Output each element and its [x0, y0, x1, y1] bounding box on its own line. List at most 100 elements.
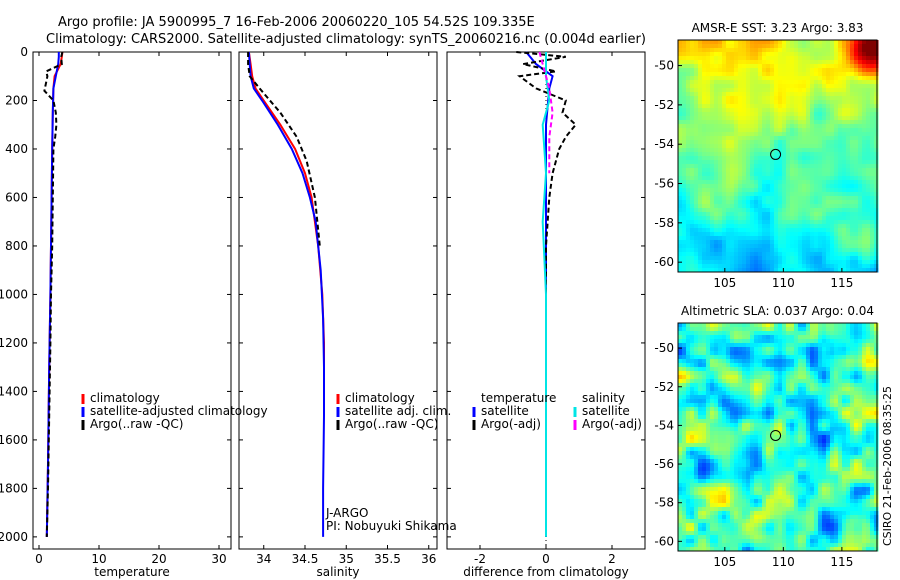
sst_map-heatmap-cell: [702, 212, 707, 217]
sla_map-heatmap-cell: [706, 419, 711, 424]
sst_map-heatmap-cell: [730, 208, 735, 213]
sst_map-heatmap-cell: [762, 204, 767, 209]
sst_map-heatmap-cell: [762, 128, 767, 133]
sla_map-heatmap-cell: [678, 359, 683, 364]
sla_map-heatmap-cell: [690, 491, 695, 496]
sla_map-heatmap-cell: [750, 395, 755, 400]
sst_map-heatmap-cell: [714, 68, 719, 73]
sla_map-heatmap-cell: [774, 371, 779, 376]
sst_map-heatmap-cell: [842, 224, 847, 229]
sst_map-heatmap-cell: [862, 128, 867, 133]
sst_map-heatmap-cell: [794, 144, 799, 149]
sla_map-heatmap-cell: [718, 419, 723, 424]
sla_map-heatmap-cell: [710, 343, 715, 348]
sst_map-heatmap-cell: [798, 88, 803, 93]
sst_map-heatmap-cell: [850, 144, 855, 149]
sst_map-heatmap-cell: [718, 212, 723, 217]
sst_map-heatmap-cell: [822, 204, 827, 209]
sst_map-ytick-label: -50: [654, 59, 674, 73]
sst_map-heatmap-cell: [842, 104, 847, 109]
sla_map-heatmap-cell: [782, 327, 787, 332]
sst_map-heatmap-cell: [722, 176, 727, 181]
sst_map-heatmap-cell: [730, 168, 735, 173]
sla_map-heatmap-cell: [794, 323, 799, 328]
sst_map-heatmap-cell: [758, 136, 763, 141]
sla_map-heatmap-cell: [742, 391, 747, 396]
sla_map-heatmap-cell: [766, 495, 771, 500]
sst_map-heatmap-cell: [826, 44, 831, 49]
sst_map-heatmap-cell: [822, 116, 827, 121]
sla_map-heatmap-cell: [770, 455, 775, 460]
sla_map-heatmap-cell: [762, 447, 767, 452]
sst_map-heatmap-cell: [842, 144, 847, 149]
sla_map-heatmap-cell: [802, 471, 807, 476]
sst_map-heatmap-cell: [798, 136, 803, 141]
sst_map-heatmap-cell: [754, 72, 759, 77]
sst_map-heatmap-cell: [766, 140, 771, 145]
sst_map-heatmap-cell: [738, 92, 743, 97]
sst_map-heatmap-cell: [694, 96, 699, 101]
sst_map-heatmap-cell: [794, 244, 799, 249]
sla_map-heatmap-cell: [738, 379, 743, 384]
sst_map-heatmap-cell: [874, 252, 879, 257]
sst_map-heatmap-cell: [822, 84, 827, 89]
sst_map-heatmap-cell: [854, 224, 859, 229]
sst_map-heatmap-cell: [758, 268, 763, 273]
sla_map-heatmap-cell: [790, 503, 795, 508]
sla_map-heatmap-cell: [802, 519, 807, 524]
sla_map-heatmap-cell: [782, 363, 787, 368]
sst_map-heatmap-cell: [758, 88, 763, 93]
sst_map-heatmap-cell: [714, 116, 719, 121]
sst_map-heatmap-cell: [798, 224, 803, 229]
sst_map-heatmap-cell: [730, 76, 735, 81]
sst_map-heatmap-cell: [682, 172, 687, 177]
sla_map-heatmap-cell: [686, 499, 691, 504]
sla_map-heatmap-cell: [746, 363, 751, 368]
sst_map-heatmap-cell: [734, 68, 739, 73]
sla_map-heatmap-cell: [794, 487, 799, 492]
sst_map-heatmap-cell: [702, 116, 707, 121]
sla_map-heatmap-cell: [730, 483, 735, 488]
sla_map-heatmap-cell: [806, 495, 811, 500]
sst_map-heatmap-cell: [870, 232, 875, 237]
sst_map-heatmap-cell: [730, 92, 735, 97]
sla_map-heatmap-cell: [786, 383, 791, 388]
sst_map-heatmap-cell: [698, 240, 703, 245]
sst_map-heatmap-cell: [786, 128, 791, 133]
sla_map-heatmap-cell: [730, 503, 735, 508]
sst_map-heatmap-cell: [698, 208, 703, 213]
sst_map-heatmap-cell: [738, 180, 743, 185]
sst_map-heatmap-cell: [682, 152, 687, 157]
sst_map-heatmap-cell: [742, 44, 747, 49]
sla_map-heatmap-cell: [758, 419, 763, 424]
sla_map-heatmap-cell: [782, 395, 787, 400]
sla_map-heatmap-cell: [778, 427, 783, 432]
sst_map-heatmap-cell: [682, 72, 687, 77]
sla_map-heatmap-cell: [722, 483, 727, 488]
sst_map-heatmap-cell: [818, 204, 823, 209]
difference-xtick-label: -2: [474, 552, 486, 566]
sst_map-heatmap-cell: [838, 164, 843, 169]
sla_map-heatmap-cell: [706, 451, 711, 456]
sst_map-heatmap-cell: [802, 40, 807, 45]
sla_map-heatmap-cell: [746, 431, 751, 436]
sst_map-heatmap-cell: [842, 52, 847, 57]
sst_map-heatmap-cell: [834, 232, 839, 237]
sst_map-heatmap-cell: [866, 184, 871, 189]
sst_map-heatmap-cell: [770, 208, 775, 213]
sla_map-heatmap-cell: [790, 419, 795, 424]
sst_map-heatmap-cell: [806, 184, 811, 189]
sst_map-heatmap-cell: [834, 92, 839, 97]
sla_map-heatmap-cell: [770, 443, 775, 448]
sla_map-heatmap-cell: [758, 359, 763, 364]
sst_map-heatmap-cell: [822, 240, 827, 245]
sla_map-heatmap-cell: [694, 419, 699, 424]
sst_map-heatmap-cell: [702, 156, 707, 161]
sla_map-heatmap-cell: [778, 351, 783, 356]
sla_map-heatmap-cell: [714, 531, 719, 536]
sst_map-heatmap-cell: [694, 48, 699, 53]
sst_map-heatmap-cell: [854, 192, 859, 197]
sla_map-heatmap-cell: [690, 379, 695, 384]
sla_map-heatmap-cell: [798, 343, 803, 348]
